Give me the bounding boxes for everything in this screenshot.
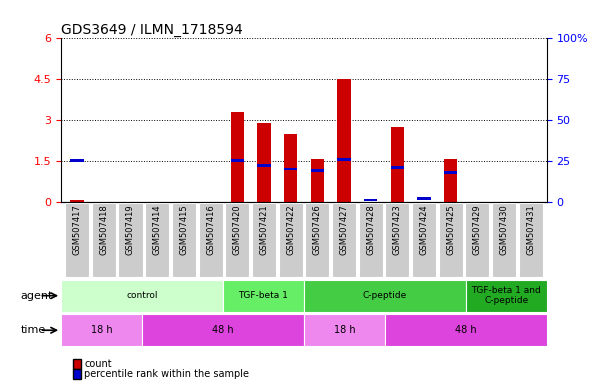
FancyBboxPatch shape — [61, 314, 142, 346]
Text: GSM507420: GSM507420 — [233, 205, 242, 255]
FancyBboxPatch shape — [92, 203, 116, 277]
Bar — [230, 112, 244, 202]
Bar — [284, 134, 298, 202]
FancyBboxPatch shape — [225, 203, 249, 277]
Text: 18 h: 18 h — [334, 325, 355, 335]
FancyBboxPatch shape — [142, 314, 304, 346]
Text: GSM507425: GSM507425 — [446, 205, 455, 255]
FancyBboxPatch shape — [61, 280, 223, 311]
FancyBboxPatch shape — [519, 203, 543, 277]
Text: count: count — [84, 359, 112, 369]
Text: TGF-beta 1: TGF-beta 1 — [238, 291, 288, 300]
FancyBboxPatch shape — [279, 203, 302, 277]
Text: GSM507419: GSM507419 — [126, 205, 135, 255]
Bar — [70, 200, 84, 202]
Bar — [70, 159, 84, 162]
Text: GSM507418: GSM507418 — [100, 205, 108, 255]
Text: GSM507423: GSM507423 — [393, 205, 402, 255]
FancyBboxPatch shape — [332, 203, 356, 277]
Text: GSM507430: GSM507430 — [500, 205, 508, 255]
Text: 48 h: 48 h — [212, 325, 234, 335]
Text: TGF-beta 1 and
C-peptide: TGF-beta 1 and C-peptide — [472, 286, 541, 305]
FancyBboxPatch shape — [386, 203, 409, 277]
Text: GSM507422: GSM507422 — [286, 205, 295, 255]
Text: GSM507427: GSM507427 — [340, 205, 348, 255]
Text: GDS3649 / ILMN_1718594: GDS3649 / ILMN_1718594 — [61, 23, 243, 37]
FancyBboxPatch shape — [306, 203, 329, 277]
Bar — [390, 127, 404, 202]
Bar — [230, 159, 244, 162]
Text: GSM507431: GSM507431 — [526, 205, 535, 255]
Text: agent: agent — [21, 291, 53, 301]
FancyBboxPatch shape — [65, 203, 89, 277]
Bar — [310, 169, 324, 172]
FancyBboxPatch shape — [304, 280, 466, 311]
Text: GSM507426: GSM507426 — [313, 205, 322, 255]
FancyBboxPatch shape — [145, 203, 169, 277]
Bar — [364, 199, 378, 201]
FancyBboxPatch shape — [412, 203, 436, 277]
FancyBboxPatch shape — [466, 280, 547, 311]
FancyBboxPatch shape — [466, 203, 489, 277]
Text: GSM507416: GSM507416 — [206, 205, 215, 255]
Bar — [417, 197, 431, 200]
Bar — [444, 159, 458, 202]
FancyBboxPatch shape — [385, 314, 547, 346]
Text: time: time — [21, 325, 46, 335]
Text: GSM507428: GSM507428 — [366, 205, 375, 255]
Text: GSM507424: GSM507424 — [420, 205, 428, 255]
FancyBboxPatch shape — [252, 203, 276, 277]
Bar — [257, 123, 271, 202]
Text: GSM507415: GSM507415 — [180, 205, 188, 255]
FancyBboxPatch shape — [304, 314, 385, 346]
FancyBboxPatch shape — [119, 203, 142, 277]
Text: 48 h: 48 h — [455, 325, 477, 335]
Text: GSM507421: GSM507421 — [260, 205, 268, 255]
FancyBboxPatch shape — [199, 203, 222, 277]
Text: GSM507417: GSM507417 — [73, 205, 82, 255]
FancyBboxPatch shape — [172, 203, 196, 277]
Text: 18 h: 18 h — [91, 325, 112, 335]
Text: GSM507414: GSM507414 — [153, 205, 162, 255]
FancyBboxPatch shape — [439, 203, 463, 277]
Bar — [284, 167, 298, 170]
Bar — [337, 158, 351, 161]
Bar — [310, 159, 324, 202]
Text: C-peptide: C-peptide — [363, 291, 407, 300]
Text: control: control — [126, 291, 158, 300]
Bar — [337, 79, 351, 202]
Text: GSM507429: GSM507429 — [473, 205, 482, 255]
Bar — [257, 164, 271, 167]
FancyBboxPatch shape — [223, 280, 304, 311]
Bar — [444, 171, 458, 174]
Bar — [390, 166, 404, 169]
Text: percentile rank within the sample: percentile rank within the sample — [84, 369, 249, 379]
FancyBboxPatch shape — [492, 203, 516, 277]
FancyBboxPatch shape — [359, 203, 382, 277]
